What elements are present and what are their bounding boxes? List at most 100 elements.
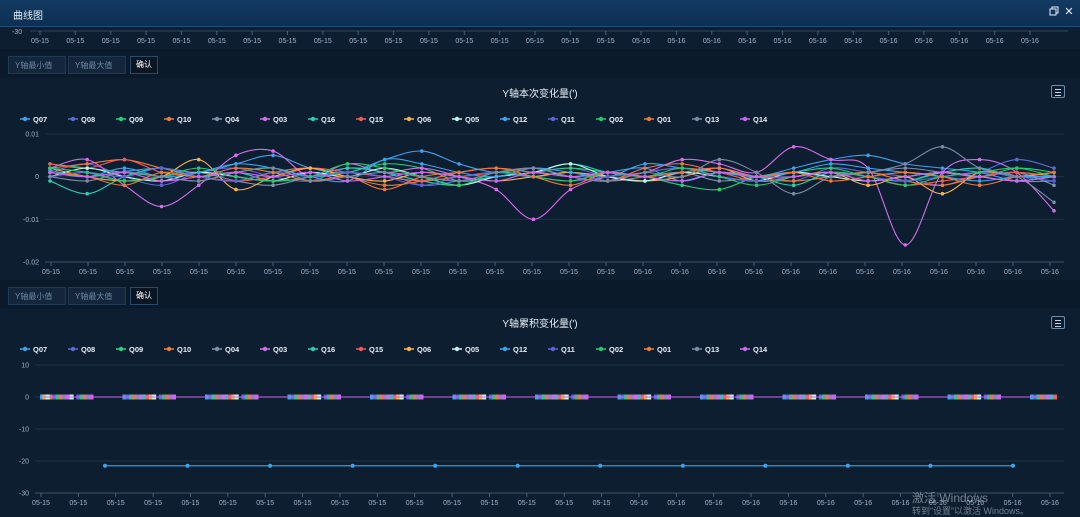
chart-2-legend[interactable]: Q07 Q08 Q09 Q10 Q04 Q03 Q16 Q15 Q06 Q05 Q12 Q11 Q02 Q…: [0, 342, 1080, 356]
legend-item[interactable]: Q12: [500, 345, 527, 354]
x-tick-label: 05-16: [738, 38, 756, 45]
legend-item[interactable]: Q02: [596, 345, 623, 354]
data-point: [457, 183, 461, 187]
legend-marker: [550, 346, 556, 352]
data-point: [159, 170, 164, 175]
ymax-input[interactable]: Y轴最大值: [68, 56, 126, 74]
legend-item[interactable]: Q11: [548, 115, 575, 124]
data-point: [122, 179, 127, 183]
legend-label: Q14: [753, 345, 768, 354]
chart-1-legend[interactable]: Q07 Q08 Q09 Q10 Q04 Q03 Q16 Q15 Q06 Q05 Q12 Q11 Q02 Q…: [0, 112, 1080, 126]
ymin-input[interactable]: Y轴最小值: [8, 56, 66, 74]
data-point: [308, 170, 313, 175]
data-point: [866, 153, 870, 158]
legend-item[interactable]: Q02: [596, 115, 623, 124]
chart-menu-icon[interactable]: [1051, 85, 1065, 98]
data-point: [48, 166, 52, 170]
legend-item[interactable]: Q06: [404, 115, 431, 124]
legend-item[interactable]: Q09: [116, 345, 143, 354]
legend-item[interactable]: Q04: [212, 345, 240, 354]
x-tick-label: 05-16: [929, 500, 947, 507]
top-strip: -30 05-15 05-15 05-15 05-15 05-15 05-15 05-15 05…: [0, 27, 1080, 49]
data-point: [903, 174, 908, 179]
data-point: [457, 179, 461, 183]
x-tick-label: 05-15: [593, 500, 611, 507]
legend-item[interactable]: Q01: [644, 115, 671, 124]
x-tick-label: 05-16: [880, 38, 898, 45]
legend-item[interactable]: Q14: [740, 115, 768, 124]
legend-item[interactable]: Q07: [20, 115, 47, 124]
legend-item[interactable]: Q11: [548, 345, 575, 354]
activation-watermark: 激活 Windows: [912, 491, 989, 505]
legend-item[interactable]: Q13: [692, 345, 719, 354]
legend-item[interactable]: Q05: [452, 345, 479, 354]
legend-marker: [310, 116, 316, 122]
data-point: [717, 187, 722, 192]
legend-label: Q02: [609, 115, 623, 124]
legend-item[interactable]: Q07: [20, 345, 47, 354]
x-tick-label: 05-16: [667, 38, 685, 45]
data-point: [977, 170, 982, 175]
legend-item[interactable]: Q01: [644, 345, 671, 354]
data-point: [717, 166, 722, 170]
data-point: [940, 174, 945, 179]
data-point: [172, 394, 176, 400]
legend-item[interactable]: Q15: [356, 345, 383, 354]
legend-item[interactable]: Q12: [500, 115, 527, 124]
data-point: [940, 191, 945, 196]
legend-item[interactable]: Q03: [260, 115, 287, 124]
data-point: [717, 174, 722, 179]
legend-item[interactable]: Q04: [212, 115, 240, 124]
legend-item[interactable]: Q16: [308, 345, 335, 354]
legend-marker: [598, 116, 604, 122]
legend-item[interactable]: Q08: [68, 115, 95, 124]
data-point: [382, 174, 387, 179]
legend-item[interactable]: Q10: [164, 345, 191, 354]
ymax-input[interactable]: Y轴最大值: [68, 287, 126, 305]
legend-item[interactable]: Q08: [68, 345, 95, 354]
legend-item[interactable]: Q09: [116, 115, 143, 124]
y-tick-label: -0.02: [23, 260, 39, 267]
data-point: [977, 179, 982, 183]
legend-item[interactable]: Q06: [404, 345, 431, 354]
data-point: [85, 174, 89, 179]
legend-marker: [22, 346, 28, 352]
chart-menu-icon[interactable]: [1051, 316, 1065, 329]
x-tick-label: 05-16: [950, 38, 968, 45]
data-point: [598, 463, 603, 468]
x-tick-label: 05-15: [102, 38, 120, 45]
data-point: [48, 170, 52, 175]
legend-item[interactable]: Q05: [452, 115, 479, 124]
data-point: [382, 179, 387, 183]
data-point: [65, 394, 70, 400]
series-line: [49, 171, 1055, 182]
x-tick-label: 05-15: [153, 269, 171, 276]
legend-marker: [646, 116, 652, 122]
legend-item[interactable]: Q03: [260, 345, 287, 354]
data-point: [866, 166, 870, 170]
x-tick-label: 05-15: [420, 38, 438, 45]
confirm-button[interactable]: 确认: [130, 56, 158, 74]
x-tick-label: 05-16: [705, 500, 723, 507]
legend-item[interactable]: Q10: [164, 115, 191, 124]
data-point: [903, 179, 908, 183]
data-point: [914, 394, 919, 400]
x-tick-label: 05-15: [144, 500, 162, 507]
data-point: [308, 166, 313, 170]
legend-item[interactable]: Q15: [356, 115, 383, 124]
window-title: 曲线图: [13, 11, 43, 22]
confirm-button[interactable]: 确认: [130, 287, 158, 305]
restore-icon[interactable]: [1048, 6, 1060, 18]
x-tick-label: 05-16: [856, 269, 874, 276]
close-icon[interactable]: ✕: [1064, 6, 1074, 18]
legend-item[interactable]: Q14: [740, 345, 768, 354]
legend-marker: [358, 346, 364, 352]
legend-marker: [454, 116, 460, 122]
series-line: [49, 163, 1055, 186]
legend-item[interactable]: Q16: [308, 115, 335, 124]
legend-item[interactable]: Q13: [692, 115, 719, 124]
x-tick-label: 05-16: [742, 500, 760, 507]
x-tick-label: 05-16: [1004, 500, 1022, 507]
legend-marker: [214, 346, 220, 352]
ymin-input[interactable]: Y轴最小值: [8, 287, 66, 305]
